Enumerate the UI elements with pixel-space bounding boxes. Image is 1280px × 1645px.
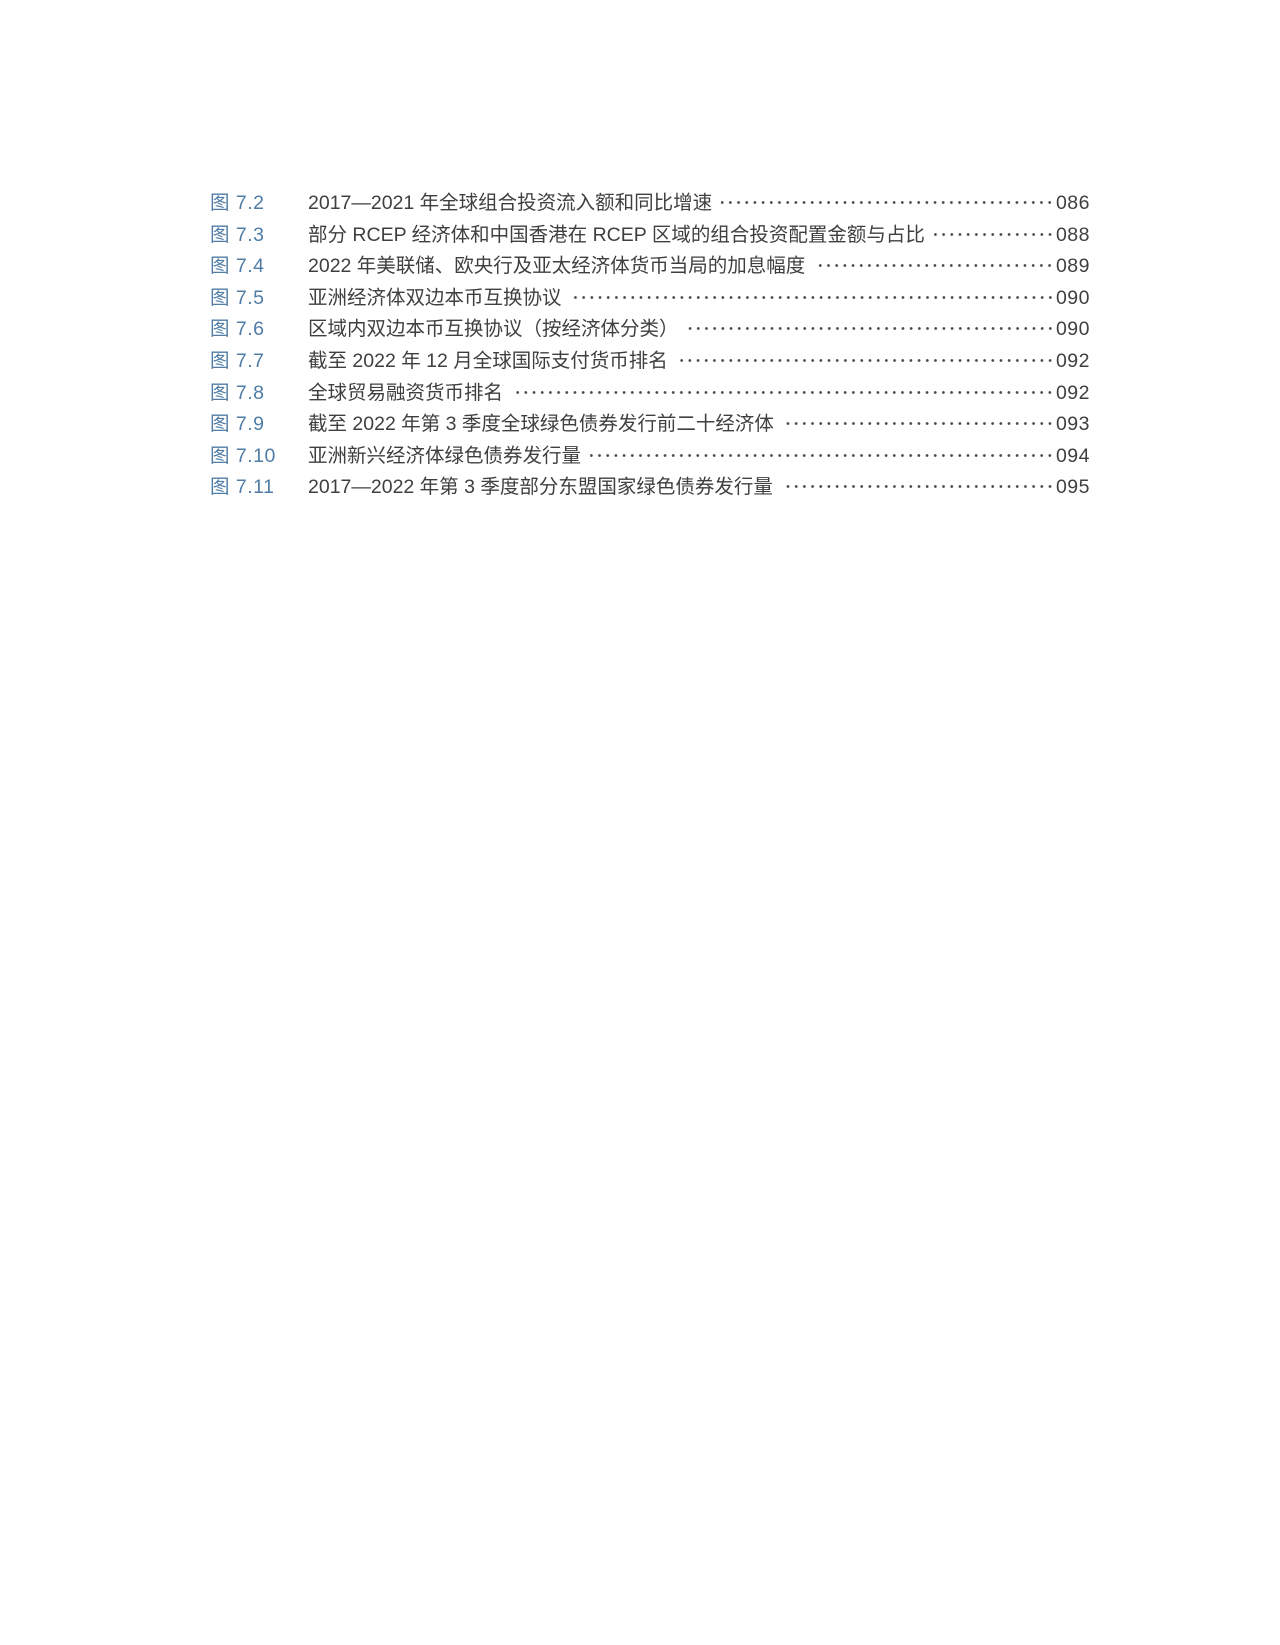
- figure-label: 图 7.4: [210, 255, 265, 278]
- figure-title[interactable]: 2017—2022 年第 3 季度部分东盟国家绿色债券发行量: [308, 476, 773, 499]
- toc-row[interactable]: 图 7.5 亚洲经济体双边本币互换协议 090: [210, 281, 1090, 313]
- page-number: 092: [1055, 349, 1090, 372]
- toc-row[interactable]: 图 7.2 2017—2021 年全球组合投资流入额和同比增速 086: [210, 186, 1090, 218]
- page-number: 095: [1055, 476, 1090, 499]
- page-number: 092: [1055, 381, 1090, 404]
- toc-row[interactable]: 图 7.9 截至 2022 年第 3 季度全球绿色债券发行前二十经济体 093: [210, 407, 1090, 439]
- figure-label: 图 7.8: [210, 381, 265, 404]
- figure-label: 图 7.2: [210, 192, 265, 214]
- dot-leader: [814, 259, 1054, 273]
- page-number: 094: [1055, 444, 1090, 467]
- toc-row[interactable]: 图 7.8 全球贸易融资货币排名 092: [210, 376, 1090, 408]
- figure-title[interactable]: 全球贸易融资货币排名: [308, 381, 504, 404]
- toc-row[interactable]: 图 7.4 2022 年美联储、欧央行及亚太经济体货币当局的加息幅度 089: [210, 249, 1090, 281]
- figure-title[interactable]: 2022 年美联储、欧央行及亚太经济体货币当局的加息幅度: [308, 255, 806, 278]
- toc-row[interactable]: 图 7.6 区域内双边本币互换协议（按经济体分类） 090: [210, 312, 1090, 344]
- page-number: 089: [1055, 255, 1090, 278]
- figure-label: 图 7.7: [210, 349, 265, 372]
- toc-row[interactable]: 图 7.11 2017—2022 年第 3 季度部分东盟国家绿色债券发行量 09…: [210, 470, 1090, 502]
- figure-title[interactable]: 亚洲新兴经济体绿色债券发行量: [308, 444, 582, 467]
- figure-title[interactable]: 区域内双边本币互换协议（按经济体分类）: [308, 318, 679, 341]
- toc-row[interactable]: 图 7.10 亚洲新兴经济体绿色债券发行量 094: [210, 439, 1090, 471]
- figure-label: 图 7.5: [210, 286, 265, 309]
- page-number: 090: [1055, 318, 1090, 341]
- dot-leader: [687, 322, 1054, 336]
- dot-leader: [782, 417, 1054, 431]
- dot-leader: [781, 480, 1054, 494]
- figure-title[interactable]: 亚洲经济体双边本币互换协议: [308, 286, 562, 309]
- toc-row[interactable]: 图 7.7 截至 2022 年 12 月全球国际支付货币排名 092: [210, 344, 1090, 376]
- figure-label: 图 7.9: [210, 413, 265, 436]
- page-number: 090: [1055, 286, 1090, 309]
- figure-list: 图 7.2 2017—2021 年全球组合投资流入额和同比增速 086 图 7.…: [210, 186, 1090, 502]
- dot-leader: [933, 227, 1054, 241]
- figure-title[interactable]: 部分 RCEP 经济体和中国香港在 RCEP 区域的组合投资配置金额与占比: [308, 223, 925, 246]
- page-number: 093: [1055, 413, 1090, 436]
- figure-title[interactable]: 截至 2022 年 12 月全球国际支付货币排名: [308, 349, 668, 372]
- figure-title[interactable]: 2017—2021 年全球组合投资流入额和同比增速: [308, 192, 713, 214]
- page-number: 086: [1055, 192, 1090, 214]
- dot-leader: [721, 196, 1054, 209]
- figure-title[interactable]: 截至 2022 年第 3 季度全球绿色债券发行前二十经济体: [308, 413, 774, 436]
- figure-label: 图 7.3: [210, 223, 265, 246]
- figure-label: 图 7.11: [210, 476, 275, 499]
- figure-label: 图 7.10: [210, 444, 276, 467]
- dot-leader: [676, 353, 1054, 367]
- dot-leader: [590, 448, 1054, 462]
- figure-label: 图 7.6: [210, 318, 265, 341]
- toc-row[interactable]: 图 7.3 部分 RCEP 经济体和中国香港在 RCEP 区域的组合投资配置金额…: [210, 218, 1090, 250]
- page-number: 088: [1055, 223, 1090, 246]
- dot-leader: [512, 385, 1054, 399]
- dot-leader: [570, 290, 1054, 304]
